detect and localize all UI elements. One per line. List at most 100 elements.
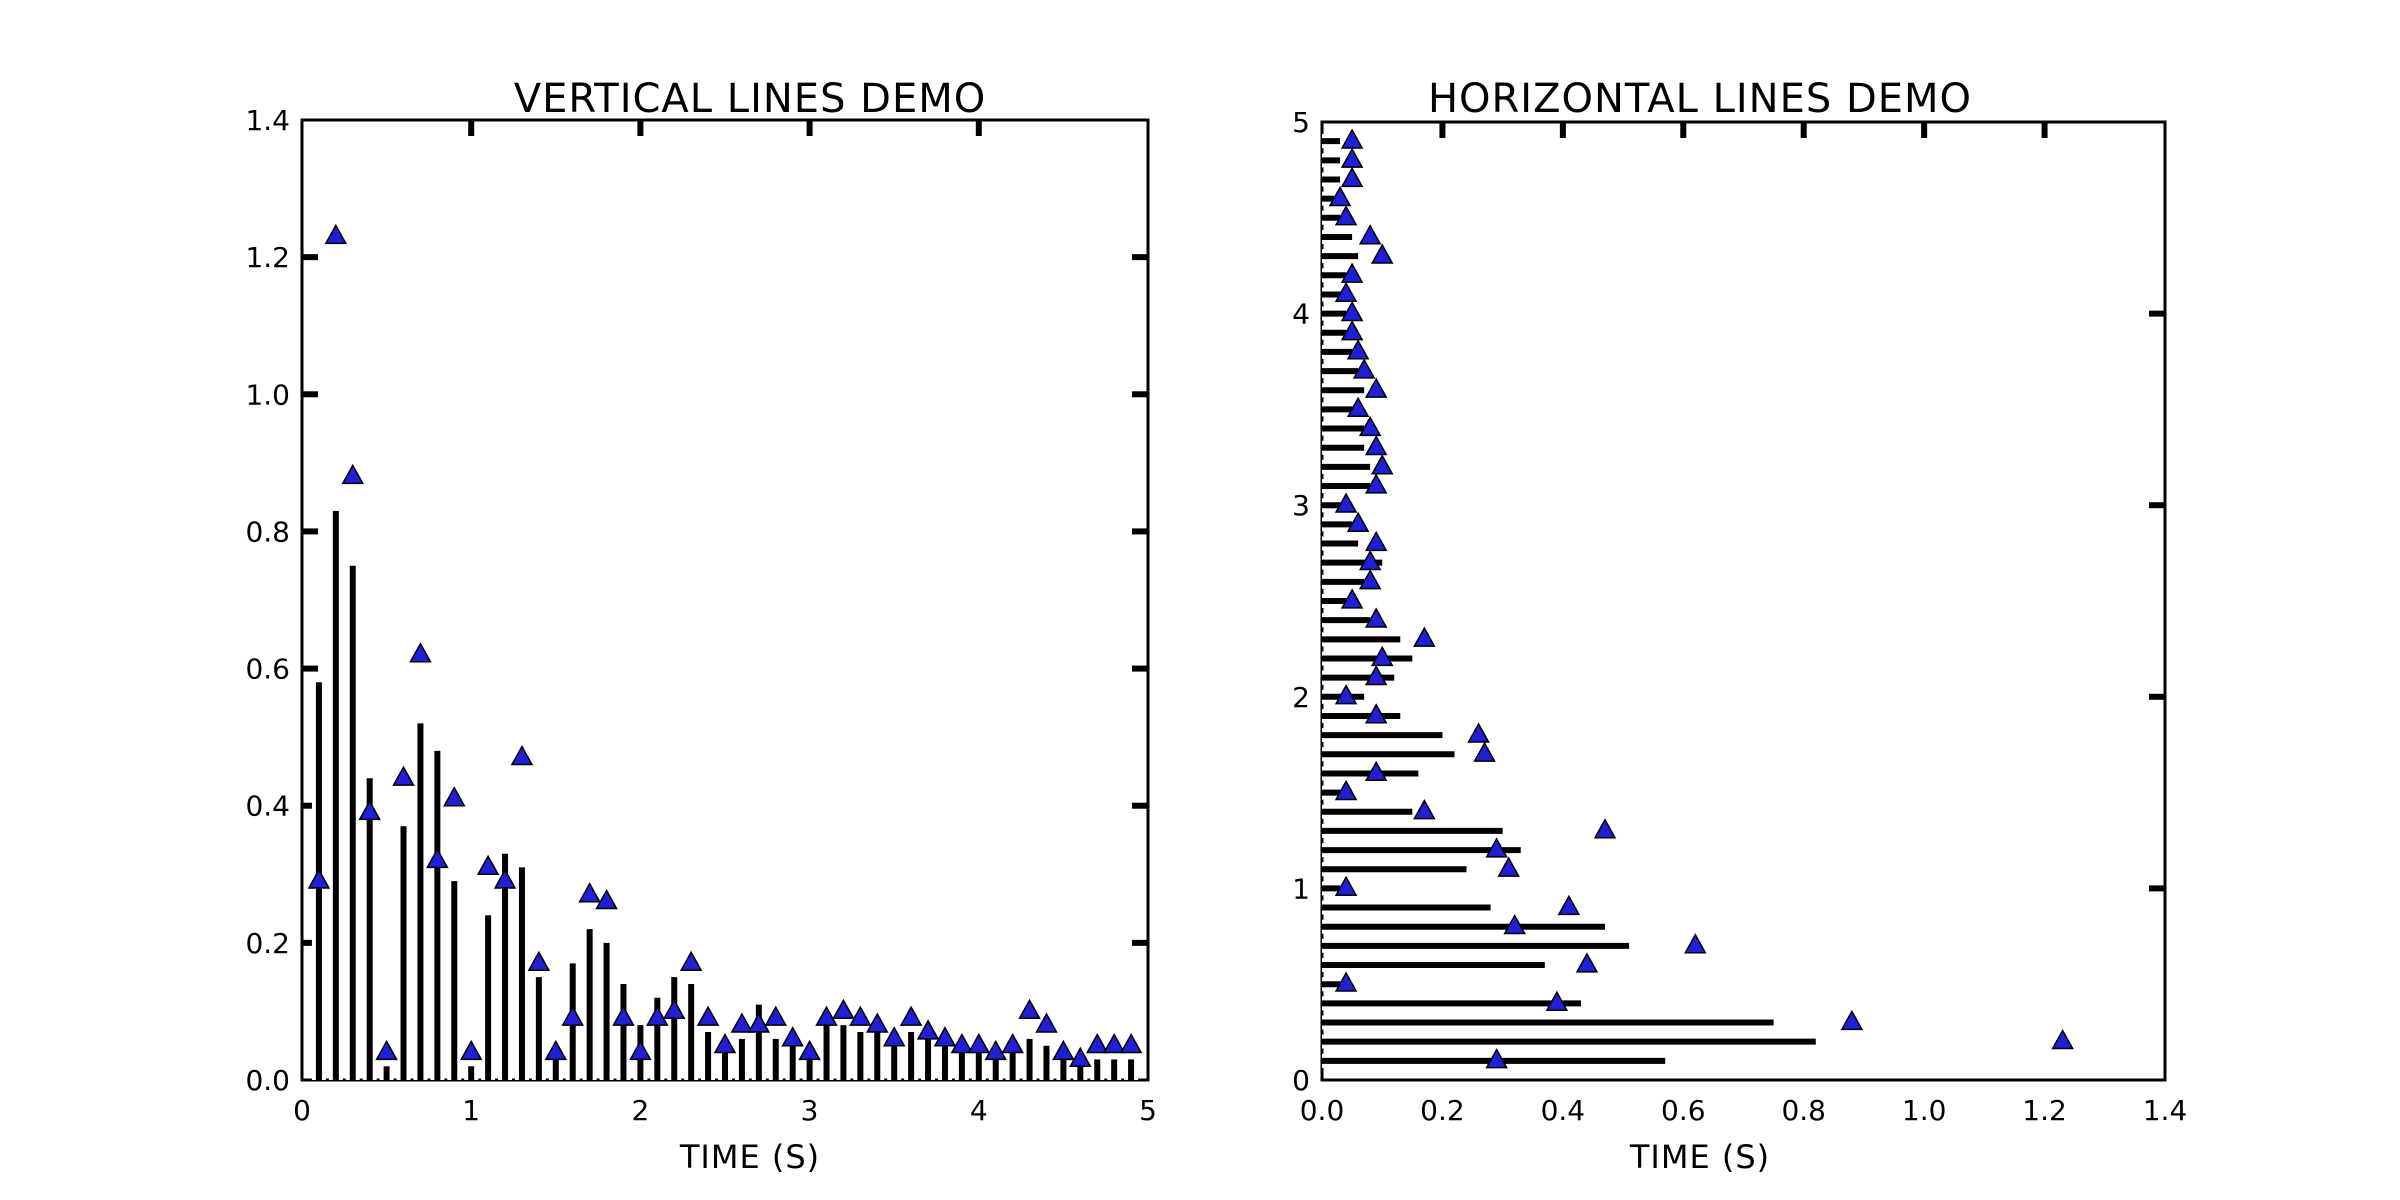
triangle-marker (1340, 128, 1364, 149)
triangle-marker (1364, 703, 1388, 724)
y-tick-label: 0.8 (245, 515, 290, 548)
triangle-marker (1413, 626, 1436, 647)
x-tick-label: 2 (631, 1094, 649, 1127)
x-tick-label: 0.8 (1781, 1094, 1826, 1127)
triangle-marker (1485, 837, 1508, 858)
y-tick-label: 4 (1292, 298, 1310, 331)
triangle-marker (1346, 396, 1370, 417)
x-tick-label: 0.4 (1541, 1094, 1586, 1127)
triangle-marker (1340, 300, 1364, 322)
triangle-marker (815, 1005, 838, 1026)
triangle-marker (1102, 1033, 1126, 1054)
chart-title: HORIZONTAL LINES DEMO (1428, 76, 1972, 122)
triangle-marker (1334, 205, 1358, 226)
triangle-marker (1352, 358, 1376, 379)
horizontal-lines-chart: HORIZONTAL LINES DEMO TIME (S) 0.0 0.2 0.4… (1292, 76, 2187, 1176)
plot-frame (1320, 120, 2167, 1082)
triangle-marker (1119, 1033, 1143, 1054)
triangle-marker (713, 1033, 737, 1054)
triangle-marker (409, 642, 432, 663)
triangle-marker (595, 889, 618, 910)
triangle-marker (730, 1012, 754, 1033)
triangle-marker (662, 998, 686, 1020)
triangle-marker (341, 463, 365, 485)
triangle-marker (1370, 243, 1394, 264)
triangle-marker (2051, 1028, 2074, 1050)
triangle-marker (696, 1005, 720, 1026)
triangle-marker (1018, 998, 1041, 1020)
y-tick-label: 1.4 (245, 104, 290, 137)
triangle-marker (1557, 894, 1581, 916)
y-tick-label: 1 (1292, 872, 1310, 905)
triangle-marker (1035, 1012, 1058, 1033)
triangle-marker (646, 1005, 669, 1026)
triangle-marker (764, 1005, 788, 1026)
x-tick-label: 1.2 (2022, 1094, 2067, 1127)
triangle-marker (527, 950, 551, 972)
triangle-marker (629, 1039, 652, 1061)
x-tick-label: 3 (801, 1094, 819, 1127)
triangle-marker (1346, 511, 1370, 532)
triangle-marker (426, 847, 449, 869)
x-tick-label: 0.6 (1661, 1094, 1706, 1127)
triangle-marker (1334, 875, 1358, 896)
y-tick-label: 3 (1292, 489, 1310, 522)
x-tick-label: 1.4 (2143, 1094, 2188, 1127)
triangle-marker (476, 854, 500, 876)
y-tick-label: 0 (1292, 1064, 1310, 1097)
triangle-marker (612, 1005, 635, 1026)
triangle-marker (392, 765, 415, 786)
triangle-marker (1328, 185, 1352, 207)
triangle-marker (1340, 262, 1364, 283)
x-tick-label: 5 (1139, 1094, 1157, 1127)
triangle-marker (1334, 492, 1358, 513)
triangle-marker (443, 786, 466, 807)
triangle-marker (1346, 339, 1370, 360)
triangle-marker (1473, 741, 1496, 762)
triangle-marker (781, 1026, 804, 1047)
triangle-marker (1503, 914, 1526, 935)
y-tick-label: 1.0 (245, 378, 290, 411)
triangle-marker (798, 1039, 821, 1061)
triangle-marker (899, 1005, 923, 1026)
triangle-marker (1340, 147, 1364, 168)
triangle-marker (561, 1005, 584, 1026)
triangle-marker (1364, 473, 1388, 494)
triangle-marker (1358, 415, 1382, 437)
triangle-marker (1069, 1046, 1092, 1068)
x-tick-label: 1.0 (1902, 1094, 1947, 1127)
triangle-marker (1334, 281, 1358, 303)
triangle-marker (1413, 799, 1436, 820)
x-axis-label: TIME (S) (1629, 1138, 1770, 1176)
x-tick-label: 1 (462, 1094, 480, 1127)
triangle-marker (1340, 588, 1364, 609)
triangle-marker (307, 868, 331, 889)
triangle-marker (967, 1033, 991, 1054)
triangle-marker (916, 1019, 940, 1040)
triangle-marker (578, 882, 601, 903)
triangle-marker (1364, 530, 1388, 552)
triangle-marker (1485, 1048, 1508, 1069)
triangle-marker (1085, 1033, 1109, 1054)
triangle-marker (1497, 856, 1520, 877)
triangle-marker (1575, 952, 1599, 973)
x-tick-label: 0.0 (1300, 1094, 1345, 1127)
y-tick-label: 0.2 (245, 927, 290, 960)
triangle-marker (375, 1039, 398, 1061)
triangle-marker (1364, 760, 1388, 782)
triangle-marker (1370, 454, 1394, 475)
vertical-lines-chart: VERTICAL LINES DEMO TIME (S) 0 1 2 3 4 5 0.0 0.… (245, 76, 1156, 1176)
triangle-marker (679, 950, 703, 972)
chart-title: VERTICAL LINES DEMO (514, 76, 987, 122)
triangle-marker (950, 1033, 974, 1054)
triangle-marker (1052, 1039, 1075, 1061)
triangle-marker (1358, 549, 1382, 571)
y-tick-label: 1.2 (245, 241, 290, 274)
y-tick-label: 5 (1292, 106, 1310, 139)
triangle-marker (1364, 377, 1388, 398)
triangle-marker (510, 745, 534, 766)
y-tick-label: 0.6 (245, 653, 290, 686)
triangle-marker (1593, 818, 1617, 839)
triangle-marker (1467, 722, 1490, 743)
